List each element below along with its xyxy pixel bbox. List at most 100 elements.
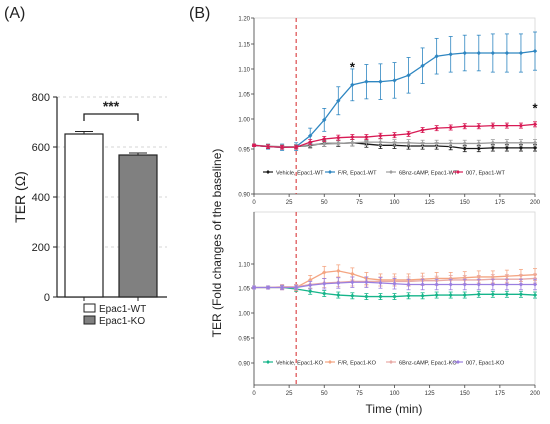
data-point (293, 145, 299, 150)
x-tick-label: 200 (530, 200, 541, 206)
data-point (518, 145, 524, 151)
x-tick-label: 150 (460, 200, 471, 206)
legend-marker (328, 360, 332, 364)
data-point (434, 125, 439, 131)
data-point (504, 140, 510, 145)
data-point (420, 63, 425, 68)
significance-bracket (83, 113, 139, 121)
line-chart-epac1-wt: 0.90 0.95 1.00 1.05 1.10 1.15 1.20 0 25 50 75 100 12… (238, 17, 540, 207)
data-point (406, 140, 411, 145)
data-point (378, 280, 383, 286)
y-tick-label: 0 (44, 292, 50, 304)
data-point (350, 82, 355, 88)
data-point (420, 127, 425, 133)
data-point (336, 292, 341, 298)
bar-epac1-ko (118, 154, 158, 298)
data-point (448, 292, 453, 298)
data-point (392, 140, 397, 145)
series-3 (251, 276, 538, 291)
data-point (251, 143, 257, 148)
data-point (364, 139, 369, 145)
x-tick-label: 75 (356, 391, 363, 397)
data-point (462, 124, 467, 129)
data-point (322, 136, 327, 142)
data-point (504, 123, 510, 128)
legend-label: 007, Epac1-WT (466, 170, 505, 176)
data-point (364, 79, 369, 84)
data-point (308, 139, 313, 145)
data-point (448, 125, 453, 130)
line-chart-epac1-ko: 0.90 0.95 1.00 1.05 1.10 0 25 50 75 100 125 150 175 2… (238, 211, 541, 397)
y-tick-label: 800 (32, 92, 50, 104)
data-point (308, 283, 313, 288)
x-tick-label: 50 (321, 200, 328, 206)
data-point (336, 98, 341, 103)
data-point (462, 146, 467, 151)
data-point (518, 292, 524, 297)
data-point (532, 140, 538, 145)
data-point (265, 144, 271, 149)
y-tick-label: 1.00 (238, 118, 250, 124)
data-point (476, 141, 481, 146)
x-tick-label: 25 (286, 200, 293, 206)
data-point (406, 293, 411, 299)
data-point (378, 133, 383, 138)
data-point (462, 141, 467, 146)
data-point (490, 50, 496, 56)
data-point (406, 131, 411, 137)
data-point (378, 79, 383, 84)
data-point (476, 282, 481, 287)
data-point (518, 282, 524, 287)
y-tick-label: 1.20 (238, 17, 250, 23)
legend-marker (456, 170, 460, 174)
data-point (350, 293, 355, 299)
data-point (504, 292, 510, 297)
x-tick-label: 200 (530, 391, 541, 397)
bar-epac1-wt (64, 133, 104, 298)
data-point (322, 117, 327, 123)
data-point (392, 281, 397, 286)
data-point (490, 282, 496, 287)
legend-label: F/R, Epac1-KO (338, 360, 377, 366)
legend-label: Epac1-KO (99, 316, 145, 327)
data-point (406, 73, 411, 78)
data-point (378, 294, 383, 299)
data-point (518, 50, 524, 56)
data-point (279, 285, 285, 290)
data-point (364, 134, 369, 140)
y-tick-label: 0.90 (238, 193, 250, 199)
data-point (392, 294, 397, 299)
legend-label: 6Bnz-cAMP, Epac1-WT (399, 170, 458, 176)
legend-swatch (83, 303, 96, 313)
significance-label: *** (103, 98, 120, 114)
data-point (448, 141, 453, 146)
panel-label-a: (A) (4, 5, 25, 22)
legend-marker (328, 170, 332, 174)
data-point (308, 289, 313, 294)
x-tick-label: 125 (425, 200, 436, 206)
data-point (504, 145, 510, 151)
data-point (532, 282, 538, 287)
x-tick-label: 50 (321, 391, 328, 397)
data-point (434, 282, 439, 287)
x-tick-label: 175 (495, 200, 506, 206)
data-point (336, 135, 341, 140)
data-point (462, 50, 467, 56)
data-point (293, 285, 299, 290)
x-tick-label: 100 (389, 200, 400, 206)
data-point (392, 78, 397, 83)
data-point (420, 293, 425, 299)
data-point (364, 280, 369, 285)
data-point (504, 50, 510, 56)
data-point (420, 141, 425, 146)
x-tick-label: 0 (252, 391, 256, 397)
data-point (378, 139, 383, 145)
x-tick-label: 125 (425, 391, 436, 397)
significance-star: * (350, 60, 356, 75)
panel-label-b: (B) (189, 5, 210, 22)
data-point (504, 282, 510, 287)
x-axis-label: Time (min) (366, 402, 423, 416)
y-tick-label: 0.90 (238, 362, 250, 368)
